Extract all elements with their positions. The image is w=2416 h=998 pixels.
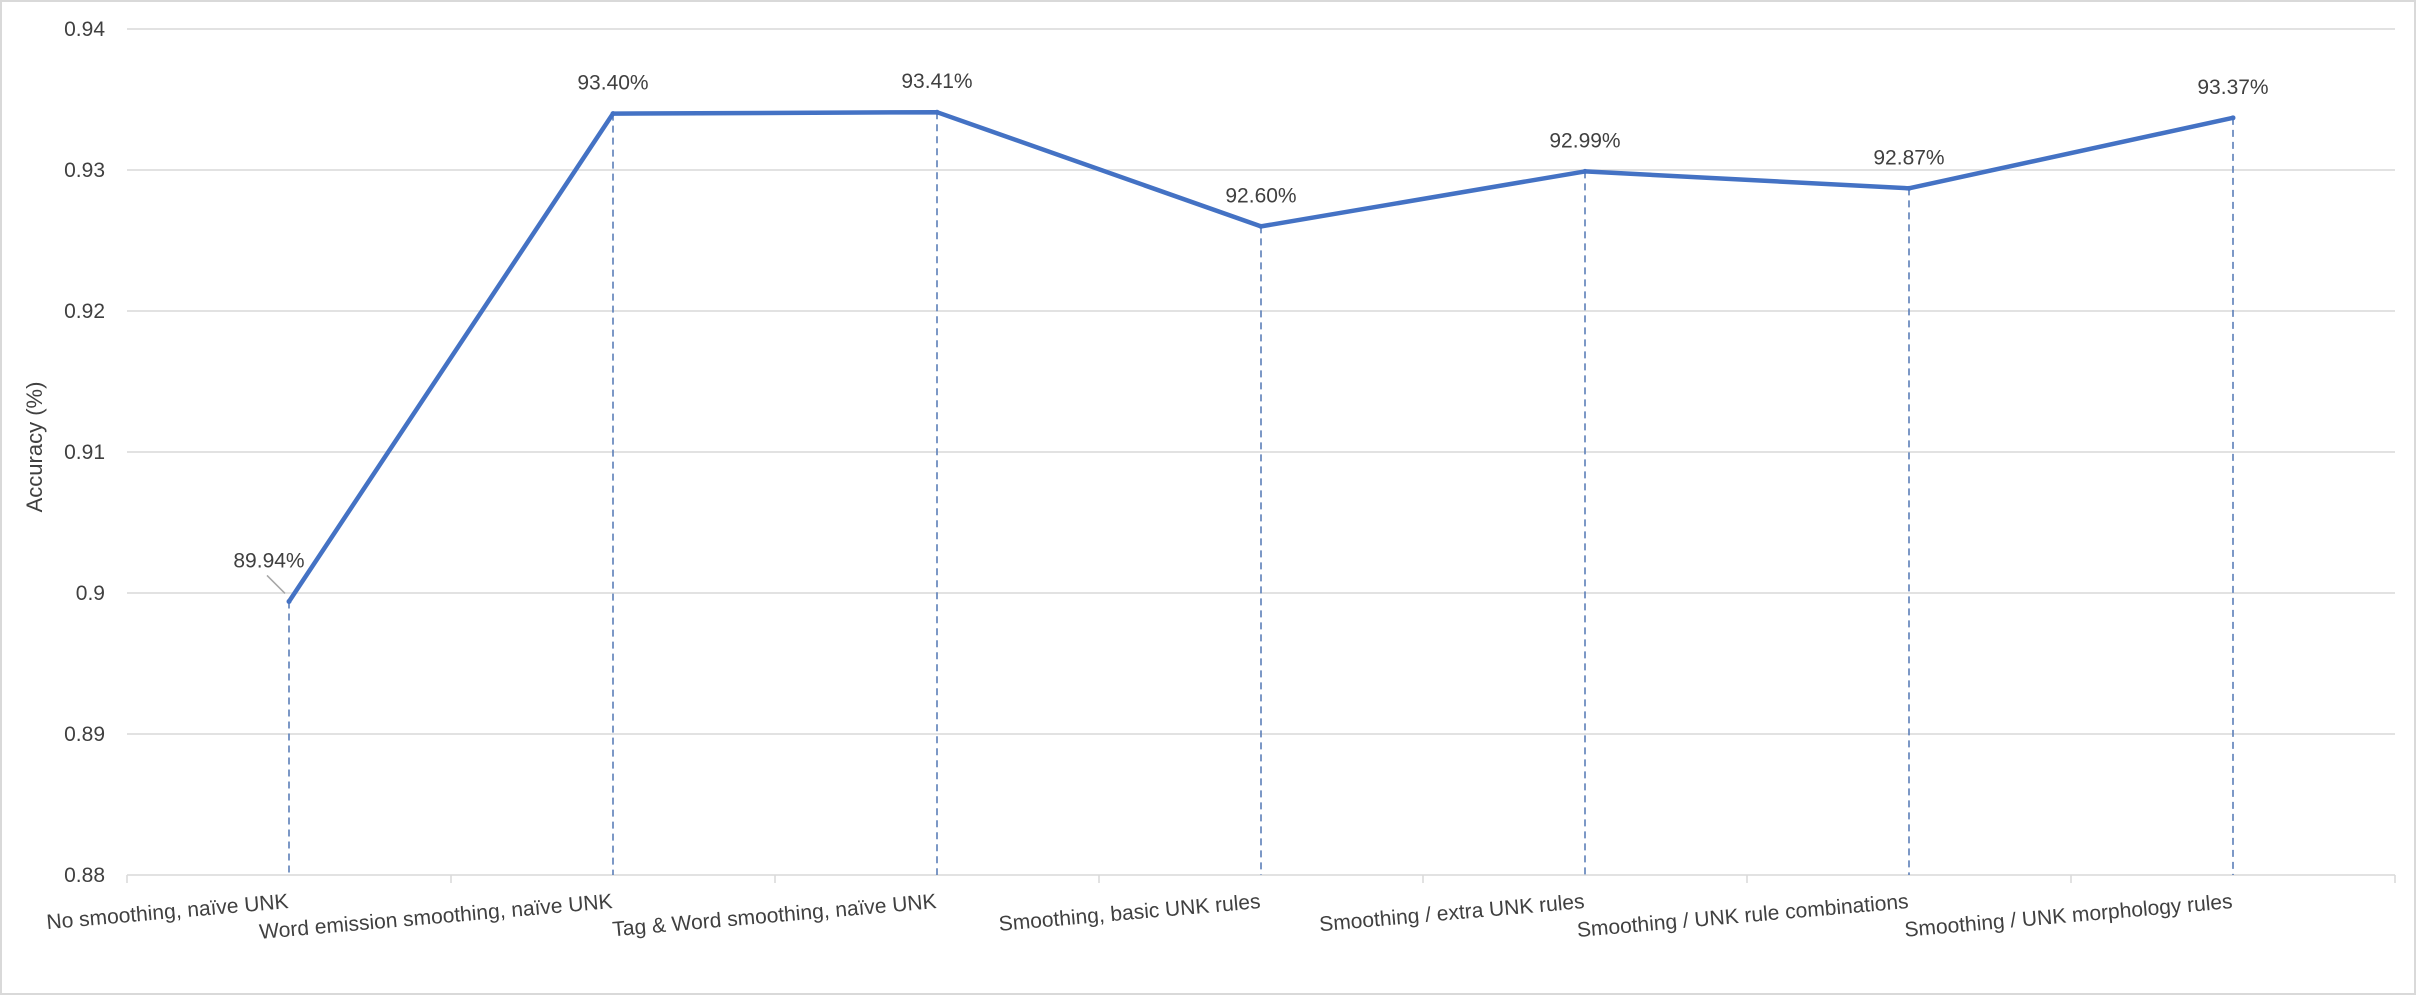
y-axis-title: Accuracy (%) xyxy=(22,382,47,513)
data-point xyxy=(610,111,616,117)
x-axis-tick-marks xyxy=(126,875,2396,883)
x-category-label: Smoothing / extra UNK rules xyxy=(1318,890,1585,936)
y-tick-label: 0.91 xyxy=(64,441,105,464)
y-tick-label: 0.93 xyxy=(64,159,105,182)
data-point xyxy=(1258,223,1264,229)
label-leader-lines xyxy=(266,574,286,594)
data-label: 92.60% xyxy=(1225,184,1296,207)
drop-lines xyxy=(288,112,2234,875)
data-point xyxy=(286,598,292,604)
y-axis-tick-labels: 0.94 0.93 0.92 0.91 0.9 0.89 0.88 xyxy=(64,18,105,887)
data-point xyxy=(934,109,940,115)
y-tick-label: 0.92 xyxy=(64,300,105,323)
y-tick-label: 0.9 xyxy=(76,582,105,605)
data-label: 93.37% xyxy=(2197,76,2268,99)
data-label: 92.99% xyxy=(1549,129,1620,152)
data-labels: 89.94% 93.40% 93.41% 92.60% 92.99% 92.87% 93.3… xyxy=(233,70,2268,572)
x-category-label: Smoothing / UNK rule combinations xyxy=(1576,890,1909,942)
x-category-label: Smoothing / UNK morphology rules xyxy=(1904,890,2234,942)
data-point xyxy=(1906,185,1912,191)
data-label: 93.40% xyxy=(577,72,648,95)
data-point xyxy=(2230,115,2236,121)
label-leader-line xyxy=(266,574,286,594)
data-label: 93.41% xyxy=(901,70,972,93)
y-tick-label: 0.88 xyxy=(64,864,105,887)
series-group xyxy=(286,109,2236,604)
data-point xyxy=(1582,168,1588,174)
x-category-label: Word emission smoothing, naïve UNK xyxy=(258,890,613,944)
x-category-label: Smoothing, basic UNK rules xyxy=(998,890,1262,936)
data-label: 92.87% xyxy=(1873,146,1944,169)
x-category-label: No smoothing, naïve UNK xyxy=(46,890,290,934)
y-tick-label: 0.89 xyxy=(64,723,105,746)
x-category-label: Tag & Word smoothing, naïve UNK xyxy=(611,890,937,941)
y-tick-label: 0.94 xyxy=(64,18,105,41)
data-label: 89.94% xyxy=(233,549,304,572)
